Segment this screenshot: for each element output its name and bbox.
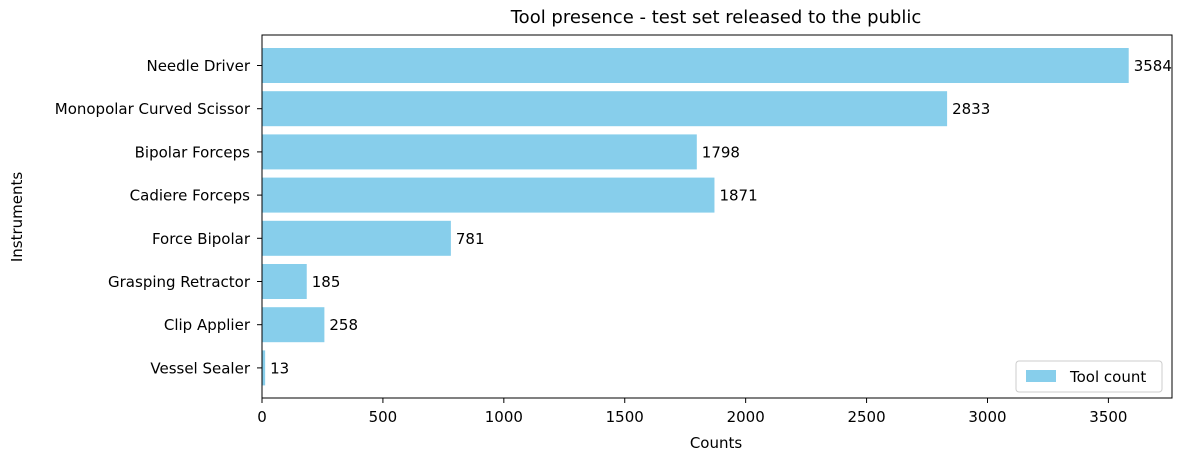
- bar-value-label: 1871: [719, 187, 757, 205]
- chart-title: Tool presence - test set released to the…: [510, 7, 921, 28]
- x-tick-label: 500: [369, 408, 398, 426]
- x-tick-label: 1500: [606, 408, 644, 426]
- bar: [262, 134, 697, 170]
- bar-value-label: 13: [270, 359, 289, 377]
- x-axis-title: Counts: [690, 434, 743, 452]
- bar: [262, 48, 1129, 83]
- x-tick-label: 0: [257, 408, 267, 426]
- bar-value-label: 2833: [952, 100, 990, 118]
- category-label: Cadiere Forceps: [130, 187, 251, 205]
- bar-value-label: 258: [329, 316, 358, 334]
- x-tick-label: 2500: [847, 408, 885, 426]
- legend-swatch: [1026, 370, 1056, 382]
- x-tick-label: 1000: [485, 408, 523, 426]
- x-tick-label: 3000: [968, 408, 1006, 426]
- category-label: Needle Driver: [146, 57, 250, 75]
- legend: Tool count: [1015, 360, 1163, 393]
- bar-value-label: 3584: [1134, 57, 1172, 75]
- bar: [262, 307, 325, 343]
- category-label: Bipolar Forceps: [135, 143, 251, 161]
- bar: [262, 350, 266, 386]
- category-label: Grasping Retractor: [108, 273, 251, 291]
- bar-value-label: 1798: [702, 143, 740, 161]
- x-axis-ticks: 0 500 1000 1500 2000 2500 3000 3500: [257, 398, 1127, 426]
- category-label: Force Bipolar: [152, 230, 251, 248]
- category-label: Clip Applier: [164, 316, 251, 334]
- bar: [262, 220, 451, 256]
- bars-layer: 3584 2833 1798 1871 781 185 258 13: [262, 48, 1172, 386]
- legend-label: Tool count: [1069, 368, 1146, 386]
- category-label: Monopolar Curved Scissor: [55, 100, 251, 118]
- bar-value-label: 185: [312, 273, 341, 291]
- bar-value-label: 781: [456, 230, 485, 248]
- category-labels: Needle Driver Monopolar Curved Scissor Bip…: [55, 57, 262, 377]
- bar: [262, 91, 948, 127]
- y-axis-title: Instruments: [8, 172, 26, 263]
- x-tick-label: 3500: [1089, 408, 1127, 426]
- legend-box: [1015, 360, 1163, 393]
- bar: [262, 264, 307, 299]
- bar: [262, 177, 715, 213]
- category-label: Vessel Sealer: [150, 359, 250, 377]
- x-tick-label: 2000: [727, 408, 765, 426]
- plot-frame: [261, 34, 1173, 399]
